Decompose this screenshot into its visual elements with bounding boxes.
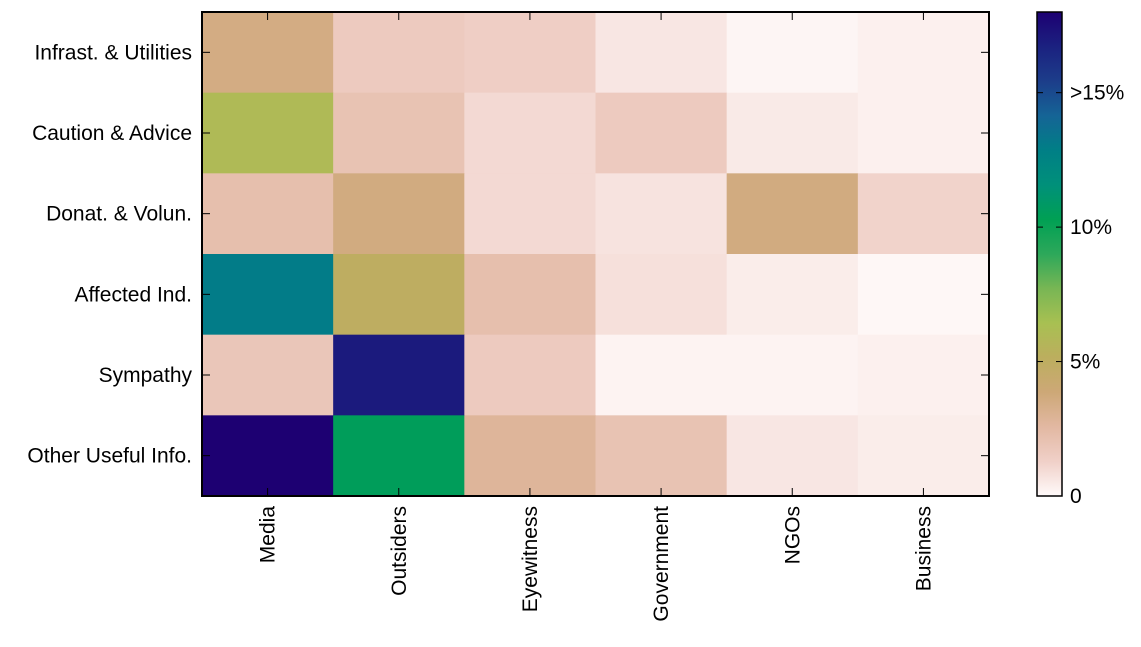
heatmap-cell-infrast-utilities-business (857, 12, 990, 94)
heatmap-cell-caution-advice-eyewitness (464, 92, 596, 174)
heatmap-cell-affected-ind-government (595, 254, 728, 336)
y-label-donat-volun: Donat. & Volun. (46, 203, 192, 226)
heatmap-cell-other-useful-info-ngos (726, 415, 859, 497)
heatmap-cell-affected-ind-eyewitness (464, 254, 596, 336)
heatmap-cell-sympathy-ngos (726, 334, 859, 416)
heatmap-cell-donat-volun-media (202, 173, 334, 255)
colorbar-gradient (1036, 11, 1063, 497)
heatmap-cell-other-useful-info-outsiders (333, 415, 465, 497)
heatmap-cell-caution-advice-media (202, 92, 334, 174)
heatmap-cell-caution-advice-business (857, 92, 990, 174)
x-label-media: Media (257, 506, 280, 564)
heatmap-cell-infrast-utilities-outsiders (333, 12, 465, 94)
x-label-eyewitness: Eyewitness (519, 506, 542, 612)
heatmap-cell-caution-advice-ngos (726, 92, 859, 174)
x-label-business: Business (912, 506, 935, 591)
heatmap-cell-affected-ind-media (202, 254, 334, 336)
colorbar-tick-label: 5% (1070, 351, 1100, 374)
heatmap-cell-infrast-utilities-government (595, 12, 728, 94)
heatmap-cell-donat-volun-government (595, 173, 728, 255)
heatmap-cell-sympathy-media (202, 334, 334, 416)
heatmap-cell-caution-advice-outsiders (333, 92, 465, 174)
heatmap-cell-affected-ind-outsiders (333, 254, 465, 336)
heatmap-cell-other-useful-info-business (857, 415, 990, 497)
heatmap-cell-infrast-utilities-eyewitness (464, 12, 596, 94)
heatmap-cell-donat-volun-eyewitness (464, 173, 596, 255)
heatmap-cell-infrast-utilities-ngos (726, 12, 859, 94)
heatmap-cell-sympathy-business (857, 334, 990, 416)
heatmap-cell-other-useful-info-eyewitness (464, 415, 596, 497)
y-label-caution-advice: Caution & Advice (32, 122, 192, 145)
heatmap-cell-sympathy-eyewitness (464, 334, 596, 416)
x-label-ngos: NGOs (781, 506, 804, 564)
colorbar-tick-label: 10% (1070, 216, 1112, 239)
x-label-government: Government (650, 506, 673, 622)
colorbar: 0 5% 10% >15% (1036, 11, 1124, 508)
heatmap-cell-other-useful-info-government (595, 415, 728, 497)
colorbar-tick-label: 0 (1070, 485, 1082, 508)
y-label-infrast-utilities: Infrast. & Utilities (34, 41, 192, 64)
y-label-sympathy: Sympathy (99, 364, 193, 387)
y-axis-labels: Infrast. & Utilities Caution & Advice Dona… (27, 41, 192, 467)
heatmap-cell-affected-ind-ngos (726, 254, 859, 336)
heatmap-cell-donat-volun-outsiders (333, 173, 465, 255)
heatmap-cell-caution-advice-government (595, 92, 728, 174)
y-label-other-useful-info: Other Useful Info. (27, 445, 192, 468)
heatmap-cell-donat-volun-ngos (726, 173, 859, 255)
x-label-outsiders: Outsiders (388, 506, 411, 596)
heatmap-cell-sympathy-government (595, 334, 728, 416)
heatmap-cell-other-useful-info-media (202, 415, 334, 497)
heatmap-cell-donat-volun-business (857, 173, 990, 255)
x-axis-labels: Media Outsiders Eyewitness Government NGOs Bu… (257, 506, 936, 622)
plot-frame (201, 11, 990, 497)
colorbar-tick-label: >15% (1070, 82, 1124, 105)
heatmap-cells (202, 12, 990, 497)
plot-border (201, 11, 990, 497)
heatmap-cell-affected-ind-business (857, 254, 990, 336)
heatmap-cell-infrast-utilities-media (202, 12, 334, 94)
heatmap-cell-sympathy-outsiders (333, 334, 465, 416)
y-label-affected-ind: Affected Ind. (74, 283, 192, 306)
